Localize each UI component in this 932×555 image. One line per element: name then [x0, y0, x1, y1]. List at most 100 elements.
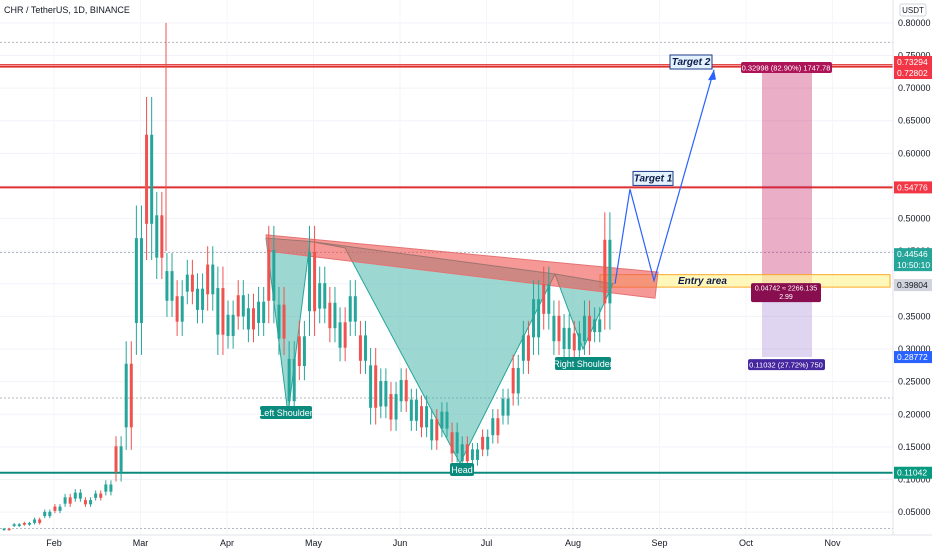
candle-body: [394, 394, 398, 420]
position-entry-bg: [751, 283, 821, 303]
candle-body: [567, 327, 571, 350]
x-tick-label: Jun: [393, 538, 408, 548]
candle-body: [170, 271, 174, 301]
target-2-level-tag: [894, 67, 932, 79]
candle-body: [450, 432, 454, 454]
x-tick-label: Nov: [824, 538, 841, 548]
candle-body: [374, 365, 378, 408]
target-2-box: [669, 54, 713, 70]
candle-body: [216, 288, 220, 335]
left-shoulder-label-bg: [260, 406, 312, 419]
candle-body: [532, 299, 536, 338]
right-shoulder-label: Right Shoulder: [553, 359, 613, 369]
symbol-title: CHR / TetherUS, 1D, BINANCE: [4, 5, 130, 15]
x-tick-label: Apr: [220, 538, 234, 548]
support-level-tag-label: 0.11042: [897, 468, 927, 478]
candle-body: [109, 484, 113, 492]
x-tick-label: Oct: [739, 538, 754, 548]
candle-body: [43, 511, 47, 517]
candle-body: [521, 335, 525, 361]
target-2-level-tag-label: 0.72802: [897, 68, 928, 78]
countdown-tag: [894, 259, 932, 272]
candle-body: [236, 295, 240, 317]
candles: [2, 22, 612, 531]
head-label-bg: [450, 463, 474, 476]
left-shoulder-label: Left Shoulder: [259, 408, 313, 418]
candle-body: [272, 249, 276, 301]
candle-body: [588, 315, 592, 342]
candle-body: [542, 284, 546, 314]
currency-badge[interactable]: [899, 3, 927, 17]
candle-body: [2, 528, 6, 531]
y-tick-label: 0.35000: [898, 311, 931, 321]
y-tick-label: 0.65000: [898, 116, 931, 126]
position-tool[interactable]: [762, 69, 812, 358]
candle-body: [282, 304, 286, 339]
y-tick-label: 0.10000: [898, 475, 931, 485]
stop-level-tag: [894, 351, 932, 364]
candle-body: [537, 299, 541, 338]
candle-body: [73, 492, 77, 499]
position-ratio-label: 2.99: [779, 294, 793, 301]
candle-body: [104, 484, 108, 492]
candle-body: [27, 522, 31, 525]
target-2-label: Target 2: [672, 57, 711, 68]
candle-body: [313, 251, 317, 312]
candle-body: [7, 528, 11, 531]
candle-body: [78, 492, 82, 499]
candle-body: [145, 134, 149, 224]
candle-body: [318, 283, 322, 309]
candle-body: [425, 406, 429, 428]
position-profit-label: 0.32998 (82.90%) 1747.78: [742, 64, 831, 73]
head-label: Head: [451, 465, 473, 475]
last-price-tag: [894, 248, 932, 261]
top-level-tag-label: 0.73294: [897, 57, 928, 67]
candle-body: [83, 500, 87, 505]
candle-body: [577, 333, 581, 351]
neckline-band: [265, 234, 659, 299]
candle-body: [160, 215, 164, 258]
candle-body: [364, 335, 368, 361]
candle-body: [384, 381, 388, 407]
candle-body: [348, 296, 352, 322]
time-axis[interactable]: Feb Mar Apr May Jun Jul Aug Sep Oct Nov: [46, 538, 841, 548]
candle-body: [470, 449, 474, 460]
candle-body: [277, 304, 281, 339]
candle-body: [399, 380, 403, 402]
countdown-tag-label: 10:50:10: [897, 260, 930, 270]
candle-body: [343, 322, 347, 348]
candle-body: [511, 367, 515, 394]
candle-body: [129, 363, 133, 428]
x-tick-label: May: [305, 538, 323, 548]
y-tick-label: 0.25000: [898, 377, 931, 387]
candle-body: [119, 446, 123, 472]
position-loss-bg: [748, 359, 825, 371]
x-tick-label: Mar: [133, 538, 149, 548]
candle-body: [48, 511, 52, 517]
candle-body: [206, 264, 210, 295]
candle-body: [38, 519, 42, 523]
candle-body: [226, 314, 230, 337]
candle-body: [150, 134, 154, 224]
x-tick-label: Sep: [651, 538, 667, 548]
candle-body: [190, 274, 194, 292]
candle-body: [608, 239, 612, 304]
target-1-level-tag-label: 0.54776: [897, 182, 928, 192]
candle-body: [598, 319, 602, 333]
candle-body: [409, 399, 413, 421]
candle-body: [430, 419, 434, 441]
candle-body: [180, 296, 184, 322]
candle-body: [195, 288, 199, 310]
position-loss-label: 0.11032 (27.72%) 750: [749, 361, 823, 370]
candle-body: [562, 327, 566, 350]
target-1-box: [632, 170, 674, 186]
candle-body: [404, 380, 408, 402]
candle-body: [185, 274, 189, 292]
candle-body: [165, 271, 169, 301]
candle-body: [211, 264, 215, 295]
projection-line: [614, 69, 715, 284]
candle-body: [358, 335, 362, 361]
